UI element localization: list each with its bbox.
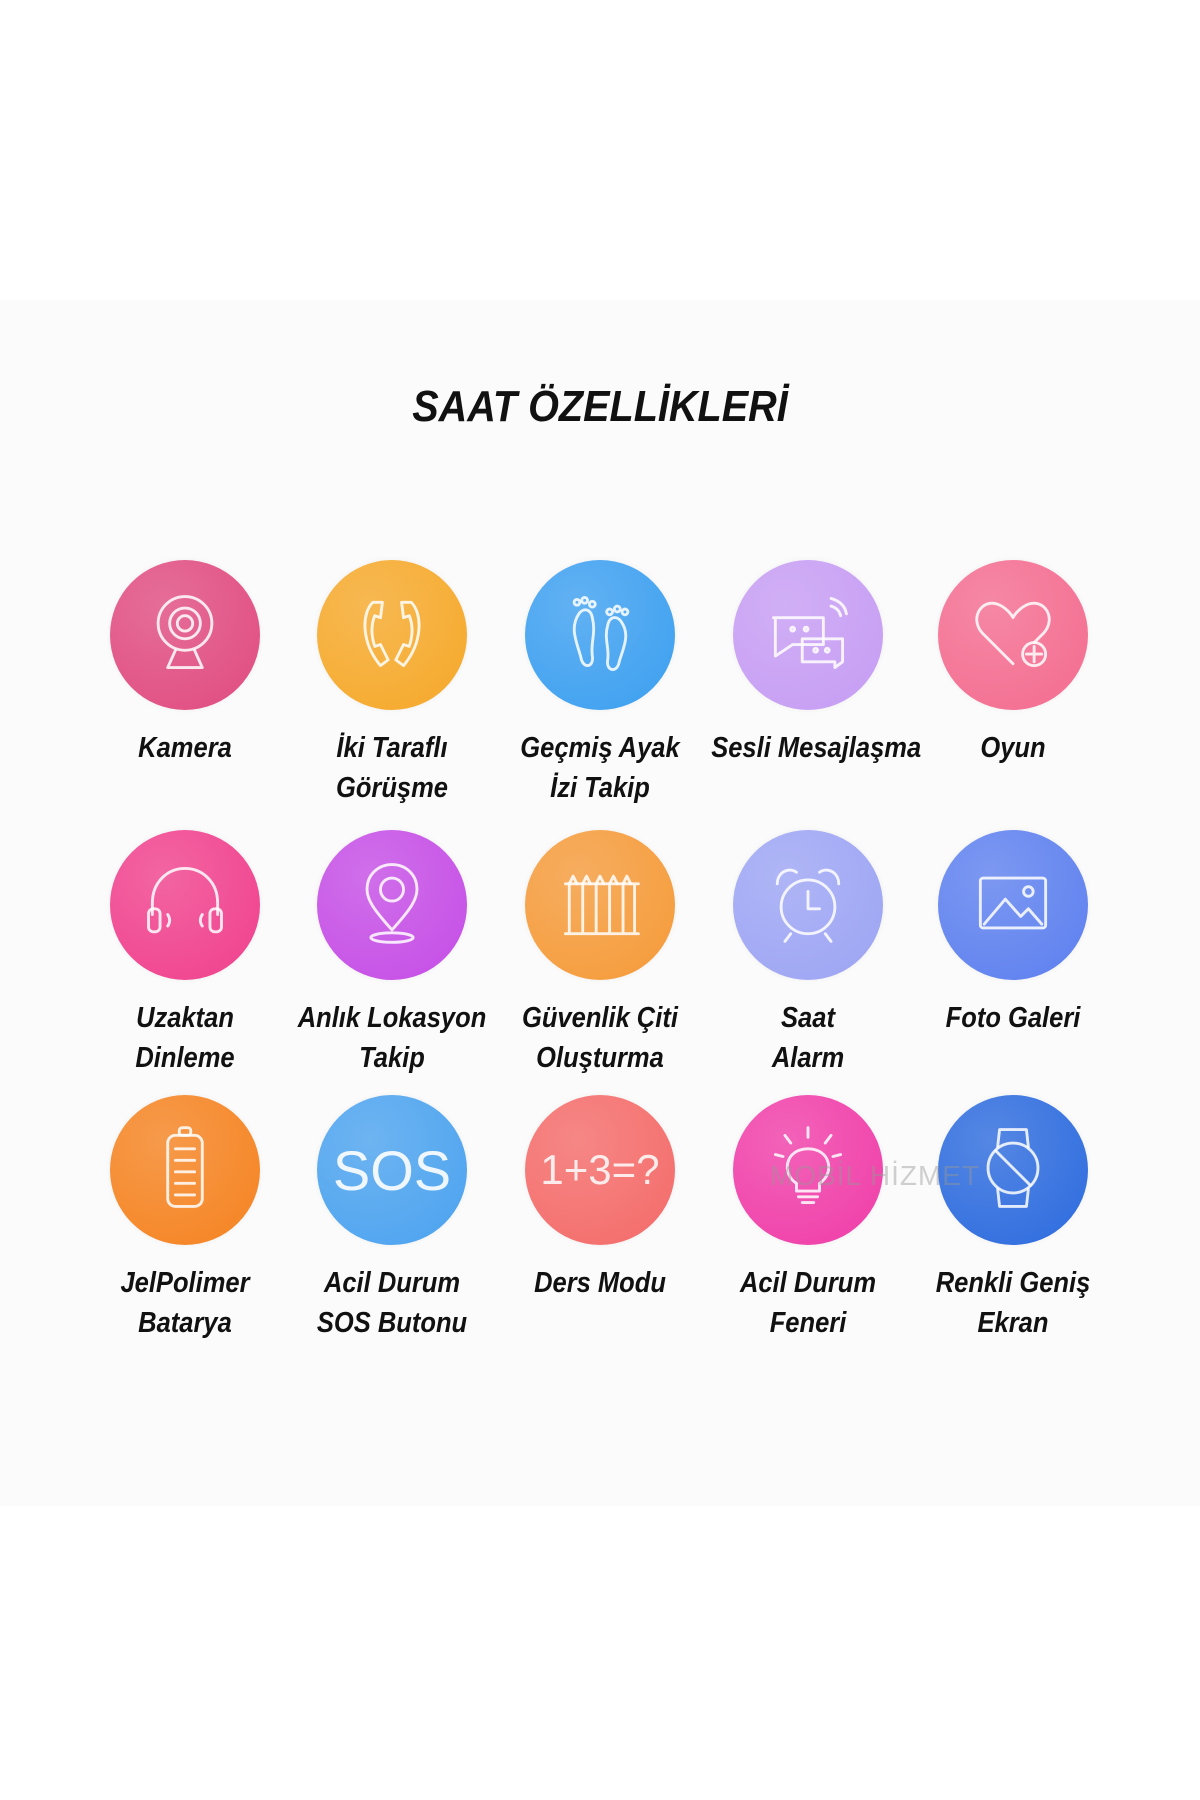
webcam-icon [137,585,233,686]
battery-icon [137,1120,233,1221]
feature-label: Acil Durum SOS Butonu [295,1263,489,1343]
feature-circle [938,830,1088,980]
heart-plus-icon [965,585,1061,686]
feature-circle [110,830,260,980]
feature-circle: SOS [317,1095,467,1245]
feature-item: Geçmiş Ayak İzi Takip [490,560,710,808]
feature-label-line: İki Taraflı [336,732,448,764]
feature-label-line: Ekran [977,1307,1049,1339]
feature-item: 1+3=? Ders Modu [490,1095,710,1303]
feature-label-line: Acil Durum [323,1267,461,1299]
feature-item: Oyun [903,560,1123,768]
alarm-clock-icon [760,855,856,956]
feature-item: Renkli Geniş Ekran [903,1095,1123,1343]
feature-item: İki Taraflı Görüşme [282,560,502,808]
feature-item: Anlık Lokasyon Takip [282,830,502,1078]
feature-label-line: Görüşme [335,772,449,804]
feature-label-line: Dinleme [135,1042,235,1074]
feature-label-line: Geçmiş Ayak [520,732,680,764]
feature-circle [938,560,1088,710]
feature-circle [733,560,883,710]
feature-item: Foto Galeri [903,830,1123,1038]
sos-icon: SOS [332,1138,452,1202]
fence-icon [552,855,648,956]
feature-item: Saat Alarm [698,830,918,1078]
feature-label-line: Uzaktan [136,1002,234,1034]
feature-label: Foto Galeri [916,998,1110,1038]
feature-circle [525,560,675,710]
feature-label-line: Güvenlik Çiti [521,1002,678,1034]
smartwatch-icon [965,1120,1061,1221]
feature-label-line: Ders Modu [534,1267,666,1299]
feature-item: Sesli Mesajlaşma [698,560,922,768]
feature-item: SOS Acil Durum SOS Butonu [282,1095,502,1343]
feature-label-line: Oyun [980,732,1046,764]
feature-label-line: Saat [781,1002,835,1034]
feature-label-line: Feneri [769,1307,847,1339]
feature-label: Geçmiş Ayak İzi Takip [503,728,697,808]
feature-label-line: Kamera [138,732,232,764]
math-icon: 1+3=? [540,1146,660,1193]
watermark: MOBİL HİZMET [770,1160,981,1191]
headphones-icon [137,855,233,956]
feature-circle [733,1095,883,1245]
feature-label: Anlık Lokasyon Takip [295,998,489,1078]
feature-label: Sesli Mesajlaşma [711,728,922,768]
feature-circle [938,1095,1088,1245]
feature-label-line: Batarya [138,1307,232,1339]
feature-label: Uzaktan Dinleme [88,998,282,1078]
light-bulb-icon [760,1120,856,1221]
feature-label-line: Renkli Geniş [935,1267,1091,1299]
feature-item: Acil Durum Feneri [698,1095,918,1343]
page-title: SAAT ÖZELLİKLERİ [412,382,788,431]
feature-label-line: JelPolimer [120,1267,250,1299]
feature-circle [733,830,883,980]
phone-call-icon [344,585,440,686]
feature-label: Kamera [88,728,282,768]
feature-label: Güvenlik Çiti Oluşturma [503,998,697,1078]
feature-item: JelPolimer Batarya [75,1095,295,1343]
feature-label-line: Alarm [771,1042,845,1074]
location-pin-icon [344,855,440,956]
feature-label-line: Foto Galeri [945,1002,1081,1034]
feature-circle [525,830,675,980]
feature-item: Güvenlik Çiti Oluşturma [490,830,710,1078]
feature-label-line: Sesli Mesajlaşma [711,732,922,764]
feature-label-line: Acil Durum [739,1267,877,1299]
feature-label: Acil Durum Feneri [711,1263,905,1343]
feature-circle: 1+3=? [525,1095,675,1245]
feature-label-line: SOS Butonu [316,1307,468,1339]
feature-label: Saat Alarm [711,998,905,1078]
feature-item: Uzaktan Dinleme [75,830,295,1078]
feature-label: Oyun [916,728,1110,768]
feature-circle [110,1095,260,1245]
feature-label-line: Anlık Lokasyon [297,1002,487,1034]
feature-label: İki Taraflı Görüşme [295,728,489,808]
feature-label-line: Oluşturma [536,1042,664,1074]
feature-circle [317,830,467,980]
chat-bubbles-icon [760,585,856,686]
feature-label: Renkli Geniş Ekran [916,1263,1110,1343]
feature-label-line: İzi Takip [550,772,650,804]
feature-circle [110,560,260,710]
feature-label-line: Takip [359,1042,425,1074]
footprints-icon [552,585,648,686]
image-gallery-icon [965,855,1061,956]
feature-label: JelPolimer Batarya [88,1263,282,1343]
feature-item: Kamera [75,560,295,768]
feature-label: Ders Modu [503,1263,697,1303]
feature-circle [317,560,467,710]
